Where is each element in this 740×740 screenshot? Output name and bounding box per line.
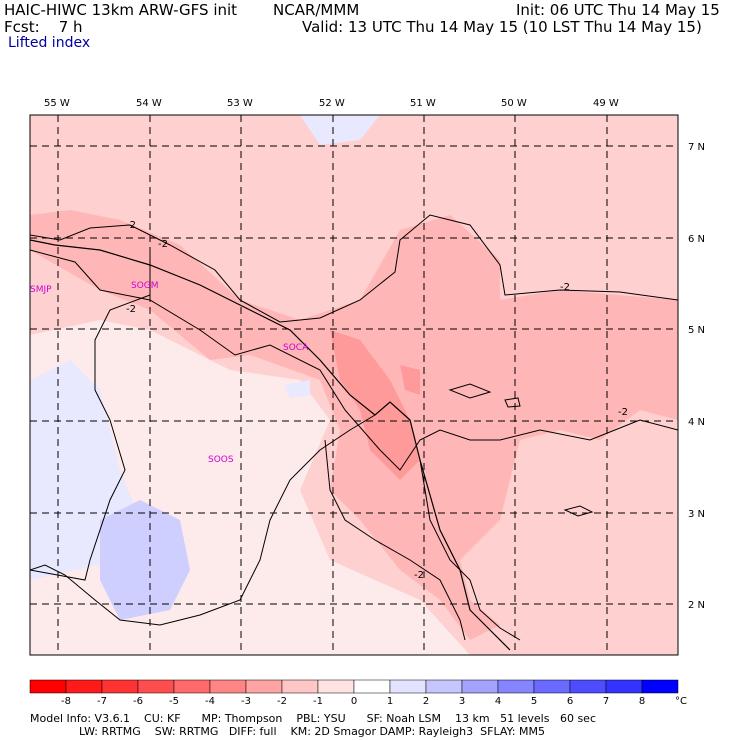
colorbar-tick: 2: [423, 696, 429, 707]
colorbar-swatch: [461, 679, 499, 694]
colorbar-tick: 5: [531, 696, 537, 707]
colorbar-swatch: [65, 679, 103, 694]
colorbar-swatch: [353, 679, 391, 694]
colorbar-swatch: [137, 679, 175, 694]
lat-label: 3 N: [688, 509, 705, 520]
colorbar-swatch: [209, 679, 247, 694]
contour-label: -2: [158, 239, 168, 250]
colorbar-tick: 1: [387, 696, 393, 707]
station-label: SOCA: [283, 343, 309, 353]
field-shade-core: [330, 330, 420, 480]
contour-label: -2: [560, 282, 570, 293]
model-info-line1: Model Info: V3.6.1 CU: KF MP: Thompson P…: [30, 712, 597, 725]
lat-label: 6 N: [688, 234, 705, 245]
colorbar-swatch: [173, 679, 211, 694]
colorbar-swatch: [281, 679, 319, 694]
station-label: SMJP: [30, 285, 52, 295]
contour-line: [324, 439, 466, 641]
map-frame: [29, 114, 679, 656]
lon-label: 55 W: [44, 98, 70, 109]
station-label: SOOS: [208, 455, 234, 465]
colorbar-tick: -2: [277, 696, 287, 707]
lon-label: 53 W: [227, 98, 253, 109]
valid-time: Valid: 13 UTC Thu 14 May 15 (10 LST Thu …: [302, 18, 702, 36]
colorbar-tick: -7: [97, 696, 107, 707]
border-line: [30, 414, 376, 626]
colorbar-tick: -3: [241, 696, 251, 707]
colorbar-tick: 4: [495, 696, 501, 707]
lon-label: 50 W: [501, 98, 527, 109]
title-left: HAIC-HIWC 13km ARW-GFS init: [4, 1, 238, 19]
field-shade-blue-top: [300, 115, 380, 145]
init-time: Init: 06 UTC Thu 14 May 15: [516, 1, 720, 19]
field-shade-blue-small: [285, 380, 310, 398]
colorbar-tick: 8: [639, 696, 645, 707]
lat-label: 5 N: [688, 325, 705, 336]
colorbar-unit: °C: [675, 696, 687, 707]
colorbar-swatch: [605, 679, 643, 694]
colorbar-swatch: [641, 679, 679, 694]
lon-label: 54 W: [136, 98, 162, 109]
contour-line: [504, 397, 521, 408]
field-name: Lifted index: [8, 35, 91, 51]
colorbar-tick: 7: [603, 696, 609, 707]
coastline: [30, 239, 511, 651]
colorbar-swatch: [533, 679, 571, 694]
contour-label: -2: [618, 407, 628, 418]
colorbar-swatch: [569, 679, 607, 694]
forecast-hour: Fcst: 7 h: [4, 18, 83, 36]
colorbar-tick: 6: [567, 696, 573, 707]
colorbar-ticks: -8 -7 -6 -5 -4 -3 -2 -1 0 1 2 3 4 5 6 7 8: [61, 696, 645, 707]
colorbar-swatch: [101, 679, 139, 694]
lat-label: 2 N: [688, 600, 705, 611]
lat-label: 7 N: [688, 142, 705, 153]
lon-label: 51 W: [410, 98, 436, 109]
colorbar-tick: -4: [205, 696, 215, 707]
colorbar-tick: -8: [61, 696, 71, 707]
colorbar-tick: -1: [313, 696, 323, 707]
colorbar-swatch: [497, 679, 535, 694]
contour-label: -2: [414, 570, 424, 581]
colorbar-swatch: [389, 679, 427, 694]
contour-line: [419, 459, 521, 641]
colorbar-tick: -5: [169, 696, 179, 707]
colorbar-swatch: [245, 679, 283, 694]
contour-line: [563, 505, 594, 517]
contour-label: -2: [126, 220, 136, 231]
field-shade-core-small: [400, 365, 420, 395]
title-center: NCAR/MMM: [273, 1, 360, 19]
field-shade-blue-dark: [100, 500, 190, 620]
colorbar-tick: -6: [133, 696, 143, 707]
lon-label: 52 W: [319, 98, 345, 109]
station-label: SOGM: [131, 281, 159, 291]
colorbar-tick: 0: [351, 696, 357, 707]
colorbar-swatch: [425, 679, 463, 694]
lat-label: 4 N: [688, 417, 705, 428]
colorbar: [29, 679, 679, 694]
colorbar-swatch: [317, 679, 355, 694]
model-info-line2: LW: RRTMG SW: RRTMG DIFF: full KM: 2D Sm…: [30, 725, 545, 738]
contour-line: [30, 214, 678, 323]
field-shade-minus2-band: [30, 210, 678, 640]
contour-label: -2: [126, 304, 136, 315]
colorbar-tick: 3: [459, 696, 465, 707]
border-line: [30, 250, 151, 581]
graticule: [30, 115, 678, 655]
contour-line: [448, 383, 492, 399]
lon-label: 49 W: [593, 98, 619, 109]
colorbar-swatch: [29, 679, 67, 694]
